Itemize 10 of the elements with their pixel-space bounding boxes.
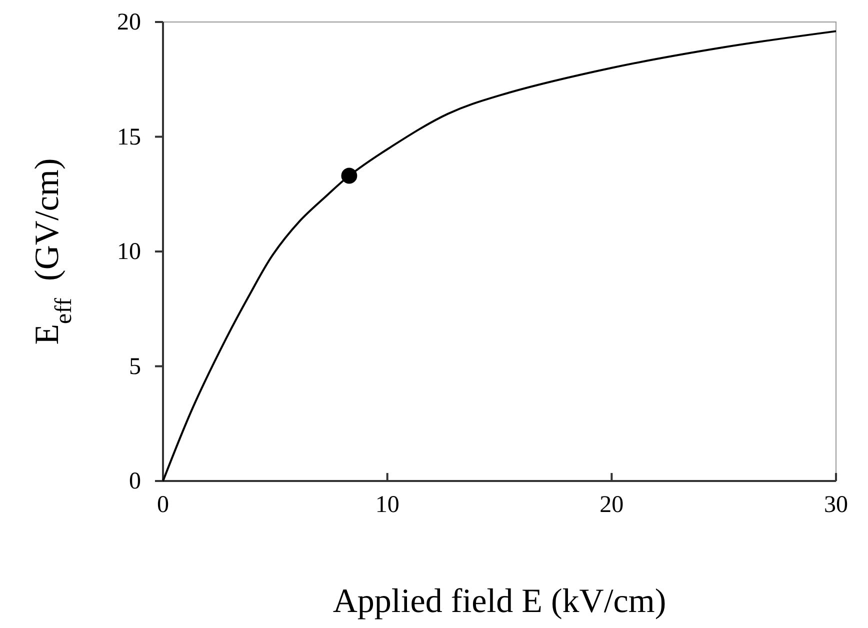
y-tick-label: 10 [117,239,141,266]
y-tick-label: 5 [129,354,141,380]
y-tick-label: 20 [117,10,141,36]
x-axis-title: Applied field E (kV/cm) [332,583,666,620]
y-tick-label: 15 [117,124,141,150]
x-tick-label: 10 [375,492,400,518]
x-tick-label: 20 [600,492,624,518]
y-tick-label: 0 [129,468,141,495]
x-tick-label: 0 [157,492,169,518]
x-tick-label: 30 [824,492,848,518]
